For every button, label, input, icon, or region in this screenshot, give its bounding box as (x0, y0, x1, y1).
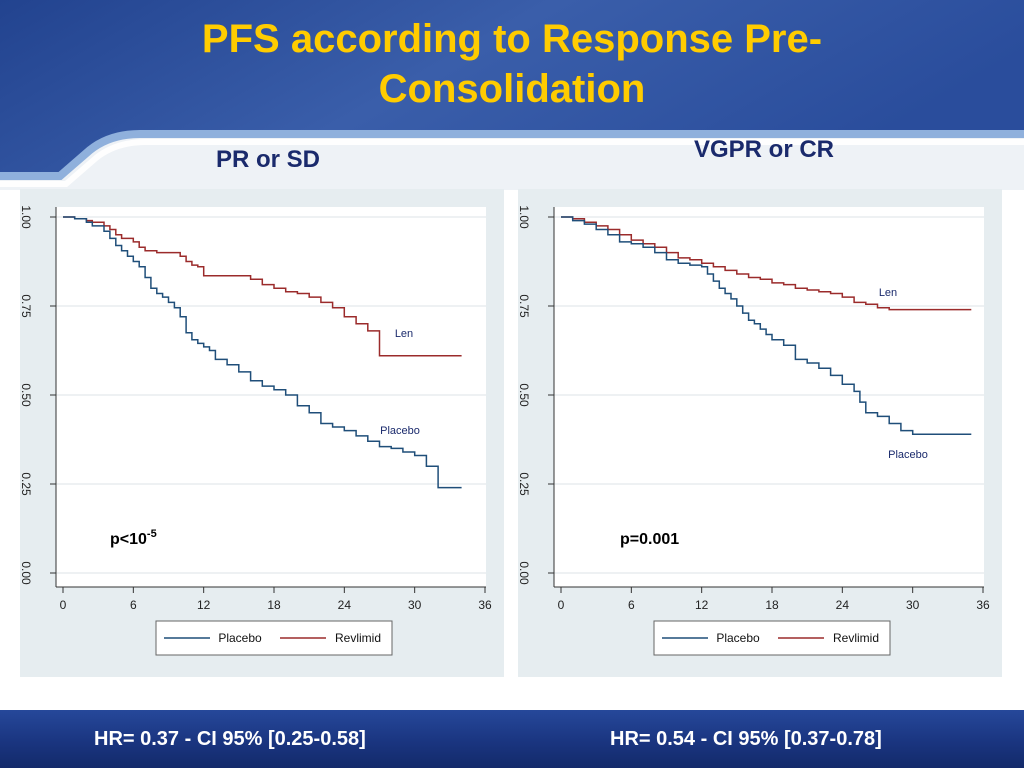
series-placebo-line (561, 216, 972, 435)
km-chart-left: 0.00 0.25 0.50 0.75 1.00 0 6 12 18 24 30 36 Len Place… (20, 189, 504, 677)
x-tick-label: 6 (130, 598, 137, 612)
y-tick-label: 1.00 (518, 205, 531, 229)
y-tick-label: 0.25 (518, 472, 531, 496)
slide-title: PFS according to Response Pre- Consolida… (112, 14, 912, 114)
x-tick-label: 12 (197, 598, 211, 612)
y-tick-label: 0.25 (20, 472, 33, 496)
slide-title-line2: Consolidation (378, 67, 646, 111)
km-plot-right: 0.00 0.25 0.50 0.75 1.00 0 6 12 18 24 30 36 Len Place… (518, 205, 990, 656)
hazard-ratio-left: HR= 0.37 - CI 95% [0.25-0.58] (94, 728, 366, 750)
legend-label-placebo: Placebo (218, 631, 262, 645)
x-tick-label: 0 (60, 598, 67, 612)
y-tick-label: 0.00 (20, 561, 33, 585)
x-tick-label: 30 (408, 598, 422, 612)
label-len: Len (879, 287, 897, 299)
p-value-annotation: p<10-5 (110, 528, 157, 548)
slide-title-line1: PFS according to Response Pre- (201, 17, 823, 61)
legend-label-revlimid: Revlimid (833, 631, 879, 645)
series-revlimid-line (63, 216, 462, 357)
x-tick-label: 18 (765, 598, 779, 612)
x-tick-label: 36 (976, 598, 990, 612)
legend-label-placebo: Placebo (716, 631, 760, 645)
x-tick-label: 24 (338, 598, 352, 612)
label-len: Len (395, 328, 413, 340)
footer-band: HR= 0.37 - CI 95% [0.25-0.58] HR= 0.54 -… (0, 710, 1024, 768)
x-tick-label: 12 (695, 598, 709, 612)
y-tick-label: 0.00 (518, 561, 531, 585)
chart-title-right: VGPR or CR (694, 136, 835, 163)
label-placebo: Placebo (380, 425, 420, 437)
x-tick-label: 18 (267, 598, 281, 612)
x-tick-label: 30 (906, 598, 920, 612)
y-tick-label: 1.00 (20, 205, 33, 229)
header-band (0, 0, 1024, 190)
hazard-ratio-right: HR= 0.54 - CI 95% [0.37-0.78] (610, 728, 882, 750)
x-tick-label: 6 (628, 598, 635, 612)
series-revlimid-line (561, 216, 972, 311)
chart-title-left: PR or SD (216, 146, 321, 173)
y-tick-label: 0.75 (518, 294, 531, 318)
label-placebo: Placebo (888, 449, 928, 461)
x-tick-label: 36 (478, 598, 492, 612)
p-value-annotation: p=0.001 (620, 531, 679, 548)
y-tick-label: 0.50 (518, 383, 531, 407)
y-tick-label: 0.75 (20, 294, 33, 318)
km-plot-left: 0.00 0.25 0.50 0.75 1.00 0 6 12 18 24 30 36 Len Place… (20, 205, 492, 656)
series-placebo-line (63, 216, 462, 489)
km-chart-right: 0.00 0.25 0.50 0.75 1.00 0 6 12 18 24 30 36 Len Place… (518, 189, 1002, 677)
plot-area (56, 207, 486, 587)
legend-label-revlimid: Revlimid (335, 631, 381, 645)
x-tick-label: 0 (558, 598, 565, 612)
plot-area (554, 207, 984, 587)
y-tick-label: 0.50 (20, 383, 33, 407)
x-tick-label: 24 (836, 598, 850, 612)
